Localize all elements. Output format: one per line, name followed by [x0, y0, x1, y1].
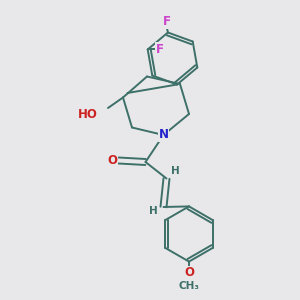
Text: F: F: [162, 15, 170, 28]
Text: F: F: [156, 43, 164, 56]
Text: H: H: [148, 206, 158, 217]
Text: O: O: [184, 266, 194, 280]
Text: H: H: [171, 166, 180, 176]
Text: HO: HO: [78, 107, 98, 121]
Text: CH₃: CH₃: [178, 280, 200, 291]
Text: O: O: [107, 154, 118, 167]
Text: N: N: [158, 128, 169, 142]
